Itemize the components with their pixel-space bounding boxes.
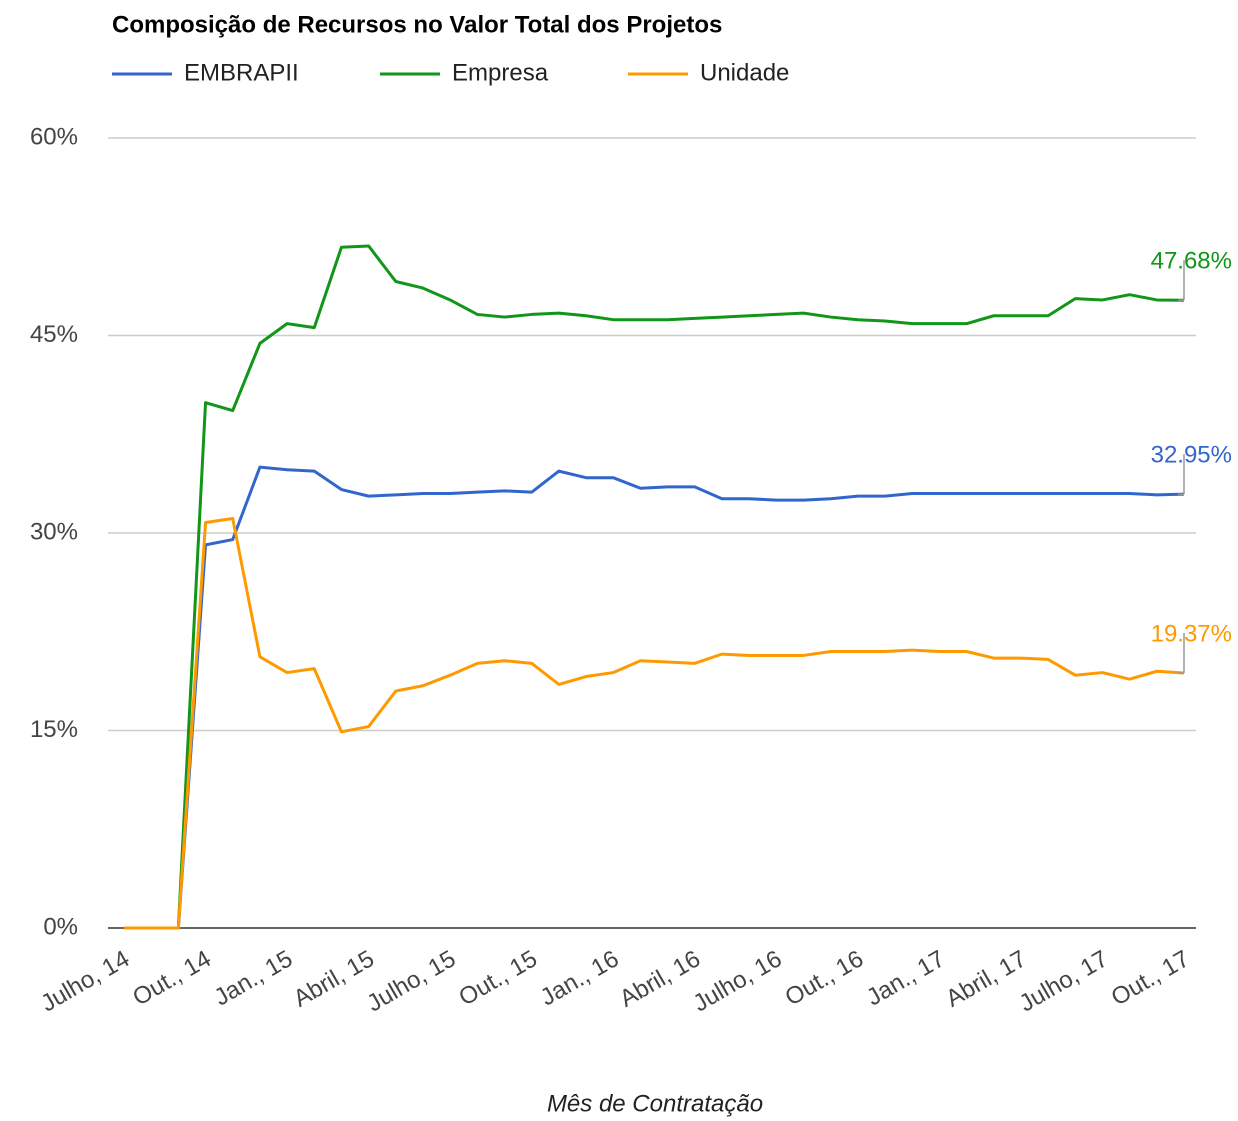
y-tick-label: 15% — [30, 716, 78, 743]
x-tick-label: Jan., 15 — [210, 945, 297, 1011]
y-tick-label: 30% — [30, 518, 78, 545]
y-tick-label: 45% — [30, 321, 78, 348]
chart-title: Composição de Recursos no Valor Total do… — [112, 11, 722, 38]
x-tick-label: Julho, 14 — [36, 945, 134, 1017]
series-line — [124, 465, 1185, 930]
data-label: 47.68% — [1151, 248, 1232, 275]
x-axis-label: Mês de Contratação — [547, 1090, 763, 1117]
x-tick-label: Julho, 15 — [362, 945, 460, 1017]
x-tick-label: Abril, 17 — [941, 945, 1031, 1012]
x-tick-label: Jan., 16 — [536, 945, 623, 1011]
legend-label: EMBRAPII — [184, 59, 299, 86]
x-tick-label: Julho, 16 — [689, 945, 787, 1017]
y-tick-label: 0% — [43, 913, 78, 940]
x-tick-label: Out., 14 — [128, 945, 215, 1011]
x-tick-label: Out., 17 — [1107, 945, 1194, 1011]
series-line — [124, 244, 1185, 930]
legend-label: Empresa — [452, 59, 549, 86]
x-tick-label: Jan., 17 — [862, 945, 949, 1011]
x-tick-label: Abril, 15 — [289, 945, 379, 1012]
x-tick-label: Out., 15 — [454, 945, 541, 1011]
legend-label: Unidade — [700, 59, 789, 86]
x-tick-label: Out., 16 — [781, 945, 868, 1011]
data-label: 32.95% — [1151, 442, 1232, 469]
x-tick-label: Abril, 16 — [615, 945, 705, 1012]
data-label: 19.37% — [1151, 620, 1232, 647]
y-tick-label: 60% — [30, 123, 78, 150]
series-line — [124, 517, 1185, 930]
x-tick-label: Julho, 17 — [1015, 945, 1113, 1017]
